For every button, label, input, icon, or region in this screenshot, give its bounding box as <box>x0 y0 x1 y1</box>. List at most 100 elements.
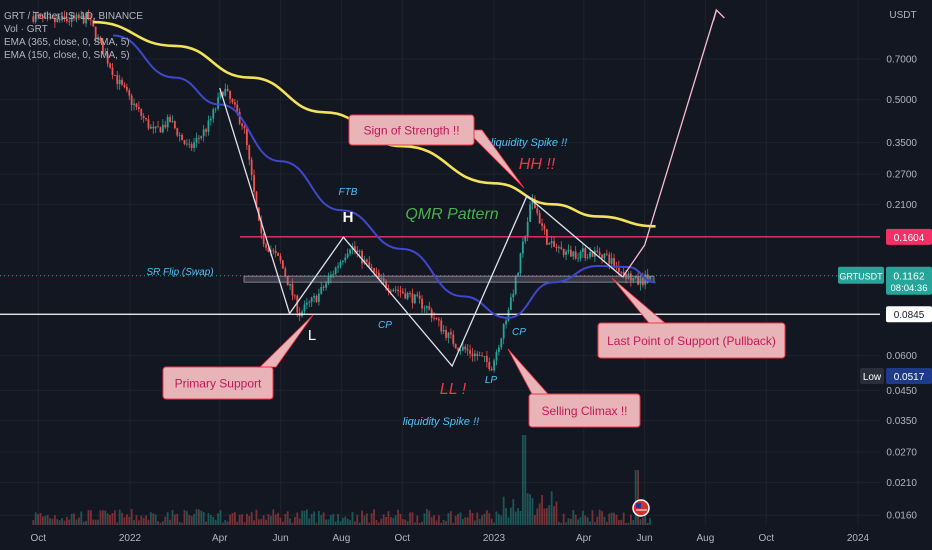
callout[interactable]: Sign of Strength !! <box>348 114 525 189</box>
volume-bar <box>286 511 289 525</box>
volume-bar <box>63 520 66 525</box>
time-scale[interactable]: Oct 2022 Apr Jun Aug Oct 2023 Apr Jun Aug Oct 2024 <box>0 525 932 550</box>
annotation-label: H <box>343 209 354 226</box>
qmr-zigzag[interactable] <box>219 87 624 368</box>
volume-bar <box>442 520 445 525</box>
price-tick-label: 0.0350 <box>886 416 917 427</box>
candle-body <box>632 277 635 281</box>
us-flag-event-icon[interactable] <box>632 499 650 517</box>
volume-bar <box>425 509 428 525</box>
volume-bar <box>116 522 119 525</box>
legend-ema-365[interactable]: EMA (365, close, 0, SMA, 5) <box>4 37 130 48</box>
volume-bar <box>111 513 114 525</box>
volume-bar <box>473 520 476 525</box>
candle-body <box>423 307 426 309</box>
candle-body <box>541 223 543 226</box>
candle-body <box>104 53 107 55</box>
candle-body <box>157 126 159 128</box>
candle-body <box>344 257 347 261</box>
volume-bar <box>169 519 171 525</box>
candle-body <box>428 306 431 310</box>
annotations[interactable]: QMR Pattern H L FTB SR Flip (Swap) CP CP LP LL !… <box>146 137 650 517</box>
volume-bar <box>346 518 349 525</box>
volume-bar <box>454 515 457 525</box>
volume-bar <box>435 520 438 525</box>
volume-bar <box>171 510 174 525</box>
annotation-label: FTB <box>339 187 358 198</box>
candle-body <box>421 298 423 309</box>
price-scale[interactable]: USDT 0.7000 0.5000 0.3500 0.2700 0.2100 0.0600… <box>838 0 932 550</box>
price-tick-label: 0.0160 <box>886 511 917 522</box>
volume-bar <box>365 513 368 525</box>
volume-bar <box>70 514 73 525</box>
legend-ema-150[interactable]: EMA (150, close, 0, SMA, 5) <box>4 50 130 61</box>
volume-bar <box>241 514 243 525</box>
callout[interactable]: Selling Climax !! <box>507 348 641 428</box>
volume-bar <box>289 518 291 525</box>
callout-box <box>597 322 786 359</box>
candle-body <box>265 244 267 248</box>
candle-body <box>437 319 440 321</box>
current-price-label <box>886 266 932 295</box>
volume-bar <box>579 517 582 525</box>
volume-bar <box>106 513 109 525</box>
callout-box <box>348 114 475 146</box>
volume-bar <box>61 518 63 525</box>
candle-body <box>39 15 42 17</box>
candle-body <box>212 109 215 119</box>
annotation-label: QMR Pattern <box>405 206 498 223</box>
projection-arrow[interactable] <box>622 9 718 278</box>
volume-bar <box>329 515 332 525</box>
candle-body <box>442 329 445 332</box>
candle-body <box>488 361 491 369</box>
annotation-label: LL ! <box>440 381 467 398</box>
candle-body <box>154 126 157 129</box>
volume-bar <box>589 521 591 525</box>
volume-bar <box>68 519 71 525</box>
callouts[interactable]: Sign of Strength !! Primary Support Sellin… <box>162 114 786 428</box>
symbol-badge <box>838 266 884 284</box>
candle-body <box>481 355 483 357</box>
symbol-badge-text: GRTUSDT <box>839 271 883 281</box>
candle-body <box>169 116 171 123</box>
volume-bar <box>586 517 589 525</box>
volume-bar <box>363 515 366 525</box>
volume-bar <box>613 512 615 525</box>
volume-bar <box>361 510 363 525</box>
volume-bar <box>541 495 543 525</box>
sr-flip-zone[interactable] <box>243 275 655 283</box>
volume-bar <box>517 508 519 525</box>
pattern-drawing[interactable] <box>219 8 725 368</box>
volume-bar <box>92 519 95 525</box>
volume-bar <box>296 512 299 525</box>
price-tick-label: 0.2700 <box>886 169 917 180</box>
volume-bar <box>461 519 464 525</box>
time-tick-label: Aug <box>333 533 351 544</box>
volume-bar <box>485 510 488 525</box>
candle-body <box>404 293 407 299</box>
volume-bar <box>293 517 296 525</box>
volume-bar <box>209 515 212 525</box>
candle-body <box>447 332 450 338</box>
volume-bar <box>56 519 59 525</box>
candle-body <box>548 243 551 245</box>
volume-bar <box>533 515 536 525</box>
legend-volume[interactable]: Vol · GRT <box>4 24 48 35</box>
candle-body <box>490 368 493 371</box>
low-price-label <box>886 368 932 384</box>
legend-symbol[interactable]: GRT / TetherUS, 1D, BINANCE <box>4 11 143 22</box>
volume-bar <box>584 515 587 525</box>
candle-body <box>529 204 531 222</box>
callout[interactable]: Primary Support <box>162 314 314 400</box>
callout[interactable]: Last Point of Support (Pullback) <box>597 277 786 359</box>
candle-body <box>77 14 80 19</box>
candle-body <box>454 343 457 349</box>
volume-bar <box>505 508 507 525</box>
horizontal-levels[interactable] <box>0 236 880 315</box>
candle-body <box>353 246 356 251</box>
candle-body <box>440 320 443 332</box>
candle-body <box>111 67 114 75</box>
volume-bar <box>421 521 423 525</box>
candle-body <box>250 159 253 176</box>
